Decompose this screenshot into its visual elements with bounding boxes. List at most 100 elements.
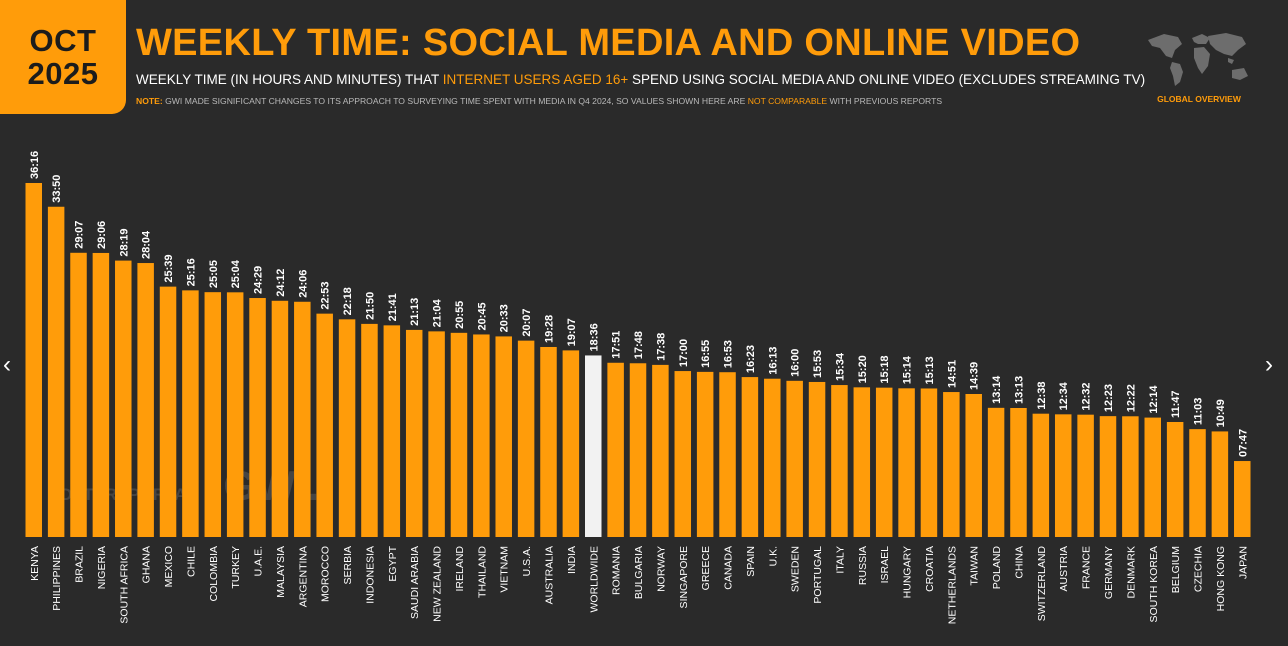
- bar-south-africa: [115, 260, 132, 537]
- bar-south-korea: [1144, 417, 1161, 537]
- data-label-south-korea: 12:14: [1148, 385, 1160, 414]
- data-label-norway: 17:38: [655, 333, 667, 361]
- category-label-colombia: COLOMBIA: [208, 546, 220, 601]
- bar-taiwan: [965, 394, 982, 537]
- data-label-malaysia: 24:12: [275, 269, 287, 297]
- data-label-argentina: 24:06: [297, 270, 309, 298]
- data-label-hong-kong: 10:49: [1215, 399, 1227, 427]
- data-label-portugal: 15:53: [812, 350, 824, 378]
- bar-spain: [741, 377, 759, 537]
- date-badge: OCT 2025: [0, 0, 126, 114]
- bar-morocco: [316, 313, 333, 537]
- data-label-chile: 25:16: [185, 258, 197, 286]
- bar-bulgaria: [629, 363, 647, 537]
- data-label-u-a-e: 24:29: [253, 266, 265, 294]
- bar-canada: [719, 372, 736, 537]
- data-label-china: 13:13: [1013, 376, 1025, 404]
- date-month: OCT: [29, 23, 97, 58]
- bar-austria: [1054, 414, 1072, 537]
- bar-hong-kong: [1211, 431, 1229, 537]
- category-label-bulgaria: BULGARIA: [633, 546, 645, 599]
- data-label-canada: 16:53: [723, 340, 735, 368]
- bar-nigeria: [92, 252, 110, 537]
- data-label-sweden: 16:00: [790, 349, 802, 377]
- bar-croatia: [920, 388, 938, 537]
- data-label-spain: 16:23: [745, 345, 757, 373]
- data-label-israel: 15:18: [879, 356, 891, 384]
- category-label-u-s-a: U.S.A.: [521, 546, 533, 576]
- category-label-sweden: SWEDEN: [790, 546, 802, 592]
- bar-norway: [652, 364, 669, 537]
- data-label-belgium: 11:47: [1170, 390, 1182, 418]
- next-arrow-icon[interactable]: ›: [1265, 351, 1273, 378]
- bar-greece: [696, 371, 714, 537]
- bar-thailand: [473, 334, 490, 537]
- category-label-austria: AUSTRIA: [1058, 546, 1070, 592]
- category-label-saudi-arabia: SAUDI ARABIA: [409, 546, 421, 619]
- data-label-russia: 15:20: [857, 355, 869, 383]
- data-label-saudi-arabia: 21:13: [409, 298, 421, 326]
- category-label-denmark: DENMARK: [1125, 546, 1137, 599]
- data-label-turkey: 25:04: [230, 259, 242, 288]
- category-label-poland: POLAND: [991, 546, 1003, 590]
- data-label-nigeria: 29:06: [96, 221, 108, 249]
- note-highlight: NOT COMPARABLE: [747, 96, 828, 106]
- category-label-france: FRANCE: [1081, 546, 1093, 589]
- bar-malaysia: [271, 300, 289, 537]
- bar-netherlands: [943, 392, 960, 537]
- category-label-u-a-e: U.A.E.: [253, 546, 265, 576]
- data-label-france: 12:32: [1081, 383, 1093, 411]
- data-label-greece: 16:55: [700, 340, 712, 368]
- category-label-ireland: IRELAND: [454, 546, 466, 592]
- category-label-new-zealand: NEW ZEALAND: [432, 546, 444, 622]
- category-label-spain: SPAIN: [745, 546, 757, 577]
- data-label-serbia: 22:18: [342, 287, 354, 315]
- category-label-hong-kong: HONG KONG: [1215, 546, 1227, 611]
- category-label-belgium: BELGIUM: [1170, 546, 1182, 593]
- category-label-netherlands: NETHERLANDS: [946, 546, 958, 624]
- bar-hungary: [898, 388, 915, 537]
- category-label-turkey: TURKEY: [230, 546, 242, 589]
- bar-japan: [1234, 461, 1251, 537]
- data-label-mexico: 25:39: [163, 254, 175, 282]
- bar-belgium: [1166, 421, 1184, 537]
- data-label-netherlands: 14:51: [946, 360, 958, 388]
- data-label-indonesia: 21:50: [364, 292, 376, 320]
- data-label-egypt: 21:41: [387, 293, 399, 321]
- data-label-vietnam: 20:33: [499, 304, 511, 332]
- category-label-brazil: BRAZIL: [74, 546, 86, 583]
- category-label-nigeria: NIGERIA: [96, 546, 108, 589]
- data-label-austria: 12:34: [1058, 381, 1070, 410]
- category-label-singapore: SINGAPORE: [678, 546, 690, 608]
- bar-china: [1010, 407, 1027, 537]
- category-label-kenya: KENYA: [29, 546, 41, 581]
- bar-chile: [182, 290, 199, 537]
- note-label: NOTE:: [136, 96, 163, 106]
- data-label-u-s-a: 20:07: [521, 308, 533, 336]
- data-label-singapore: 17:00: [678, 339, 690, 367]
- category-label-china: CHINA: [1013, 546, 1025, 579]
- category-label-norway: NORWAY: [655, 546, 667, 592]
- bar-new-zealand: [428, 331, 445, 537]
- data-label-colombia: 25:05: [208, 260, 220, 288]
- category-label-russia: RUSSIA: [857, 546, 869, 585]
- data-label-japan: 07:47: [1237, 429, 1249, 457]
- data-label-australia: 19:28: [543, 315, 555, 343]
- bar-portugal: [808, 381, 826, 537]
- page-title: WEEKLY TIME: SOCIAL MEDIA AND ONLINE VID…: [136, 22, 1081, 64]
- bar-brazil: [70, 252, 87, 538]
- bar-sweden: [786, 380, 803, 537]
- category-label-croatia: CROATIA: [924, 546, 936, 592]
- category-label-japan: JAPAN: [1237, 546, 1249, 579]
- category-label-australia: AUSTRALIA: [543, 546, 555, 604]
- category-label-portugal: PORTUGAL: [812, 546, 824, 604]
- category-label-czechia: CZECHIA: [1193, 546, 1205, 592]
- previous-arrow-icon[interactable]: ‹: [3, 351, 11, 378]
- bar-vietnam: [495, 336, 512, 537]
- subtitle: WEEKLY TIME (IN HOURS AND MINUTES) THAT …: [136, 72, 1145, 87]
- data-label-philippines: 33:50: [51, 175, 63, 203]
- bar-romania: [607, 362, 624, 537]
- bar-colombia: [204, 292, 222, 537]
- category-label-india: INDIA: [566, 546, 578, 574]
